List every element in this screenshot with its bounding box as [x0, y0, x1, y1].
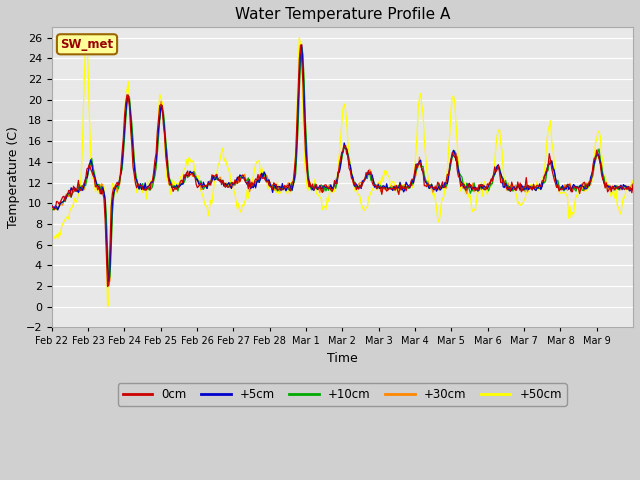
- 0cm: [294, 87, 302, 93]
- +30cm: [298, 42, 305, 48]
- Text: SW_met: SW_met: [60, 38, 113, 51]
- 0cm: [477, 181, 485, 187]
- +30cm: [376, 182, 383, 188]
- +5cm: [230, 181, 237, 187]
- +50cm: [48, 237, 56, 243]
- +10cm: [579, 187, 586, 193]
- +50cm: [477, 180, 485, 185]
- +10cm: [629, 182, 637, 188]
- +10cm: [105, 279, 113, 285]
- +10cm: [298, 44, 305, 50]
- 0cm: [48, 204, 56, 209]
- +5cm: [477, 183, 485, 189]
- +5cm: [48, 203, 56, 208]
- 0cm: [403, 183, 411, 189]
- +50cm: [296, 35, 303, 40]
- +5cm: [298, 42, 305, 48]
- +30cm: [230, 180, 237, 186]
- +5cm: [629, 187, 637, 193]
- +50cm: [629, 182, 637, 188]
- 0cm: [629, 181, 637, 187]
- +10cm: [477, 186, 485, 192]
- Title: Water Temperature Profile A: Water Temperature Profile A: [235, 7, 450, 22]
- +10cm: [48, 206, 56, 212]
- +50cm: [230, 187, 237, 193]
- 0cm: [230, 182, 237, 188]
- +10cm: [294, 124, 302, 130]
- +50cm: [104, 304, 111, 310]
- 0cm: [297, 42, 305, 48]
- Line: +50cm: +50cm: [52, 37, 633, 307]
- +30cm: [477, 187, 485, 192]
- Legend: 0cm, +5cm, +10cm, +30cm, +50cm: 0cm, +5cm, +10cm, +30cm, +50cm: [118, 383, 567, 406]
- +50cm: [294, 63, 302, 69]
- Line: 0cm: 0cm: [52, 45, 633, 287]
- +5cm: [376, 185, 383, 191]
- +30cm: [48, 205, 56, 211]
- Line: +30cm: +30cm: [52, 45, 633, 285]
- +30cm: [105, 282, 113, 288]
- 0cm: [104, 284, 111, 289]
- 0cm: [376, 184, 383, 190]
- 0cm: [579, 183, 586, 189]
- +50cm: [376, 178, 383, 184]
- X-axis label: Time: Time: [327, 352, 358, 365]
- Line: +5cm: +5cm: [52, 45, 633, 281]
- Y-axis label: Temperature (C): Temperature (C): [7, 126, 20, 228]
- +5cm: [105, 278, 113, 284]
- +50cm: [579, 187, 586, 193]
- +5cm: [579, 183, 586, 189]
- Line: +10cm: +10cm: [52, 47, 633, 282]
- +5cm: [403, 182, 411, 188]
- +30cm: [629, 184, 637, 190]
- +5cm: [294, 107, 302, 112]
- +30cm: [579, 181, 586, 187]
- +10cm: [230, 181, 237, 187]
- +50cm: [403, 183, 411, 189]
- +10cm: [376, 185, 383, 191]
- +10cm: [403, 183, 411, 189]
- +30cm: [294, 113, 302, 119]
- +30cm: [403, 184, 411, 190]
